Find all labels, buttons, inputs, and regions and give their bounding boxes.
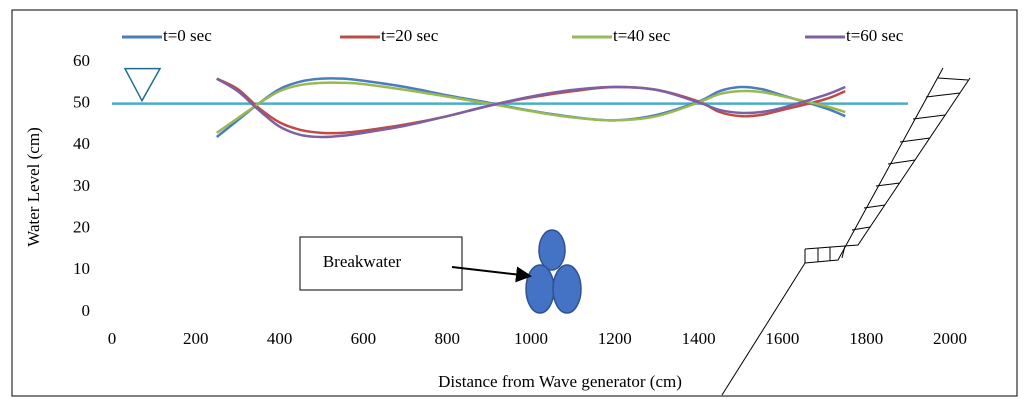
legend-label: t=0 sec [163,26,212,45]
x-tick-label: 400 [267,329,293,348]
y-tick-label: 0 [82,301,91,320]
y-tick-label: 30 [73,176,90,195]
x-tick-label: 1000 [514,329,548,348]
x-tick-label: 600 [351,329,377,348]
x-tick-label: 1600 [765,329,799,348]
x-tick-label: 2000 [933,329,967,348]
y-tick-label: 40 [73,134,90,153]
x-tick-label: 1400 [682,329,716,348]
x-axis-label: Distance from Wave generator (cm) [438,372,682,391]
annotation-arrow [451,266,532,283]
annotation-box [299,236,463,291]
y-tick-label: 60 [73,51,90,70]
x-tick-label: 0 [108,329,117,348]
series-line [216,77,846,139]
breakwater [525,229,582,314]
x-tick-label: 1200 [598,329,632,348]
y-tick-label: 50 [73,93,90,112]
x-tick-label: 800 [434,329,460,348]
beach-slope [721,67,971,396]
y-tick-label: 10 [73,259,90,278]
water-level-symbol [123,67,162,103]
legend-label: t=40 sec [613,26,671,45]
series-line [216,81,846,134]
legend-label: t=20 sec [381,26,439,45]
x-tick-label: 200 [183,329,209,348]
legend-label: t=60 sec [846,26,904,45]
chart-border [11,9,1018,397]
x-tick-label: 1800 [849,329,883,348]
y-tick-label: 20 [73,218,90,237]
y-axis-label: Water Level (cm) [24,127,43,246]
annotation: Breakwater [323,252,402,271]
